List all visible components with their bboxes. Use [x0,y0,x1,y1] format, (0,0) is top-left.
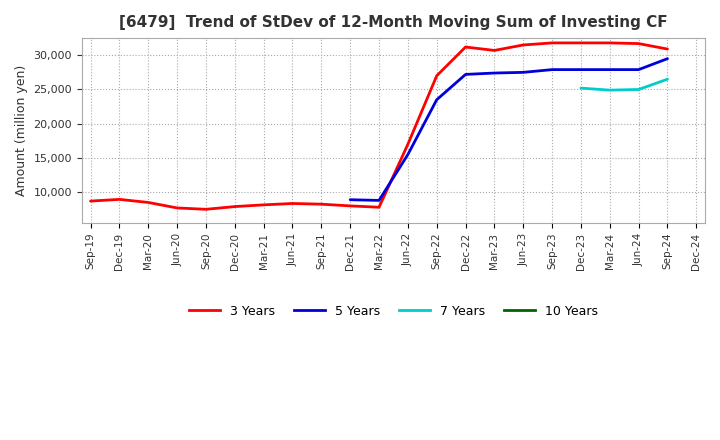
Legend: 3 Years, 5 Years, 7 Years, 10 Years: 3 Years, 5 Years, 7 Years, 10 Years [184,300,603,323]
Y-axis label: Amount (million yen): Amount (million yen) [15,65,28,196]
Title: [6479]  Trend of StDev of 12-Month Moving Sum of Investing CF: [6479] Trend of StDev of 12-Month Moving… [119,15,667,30]
